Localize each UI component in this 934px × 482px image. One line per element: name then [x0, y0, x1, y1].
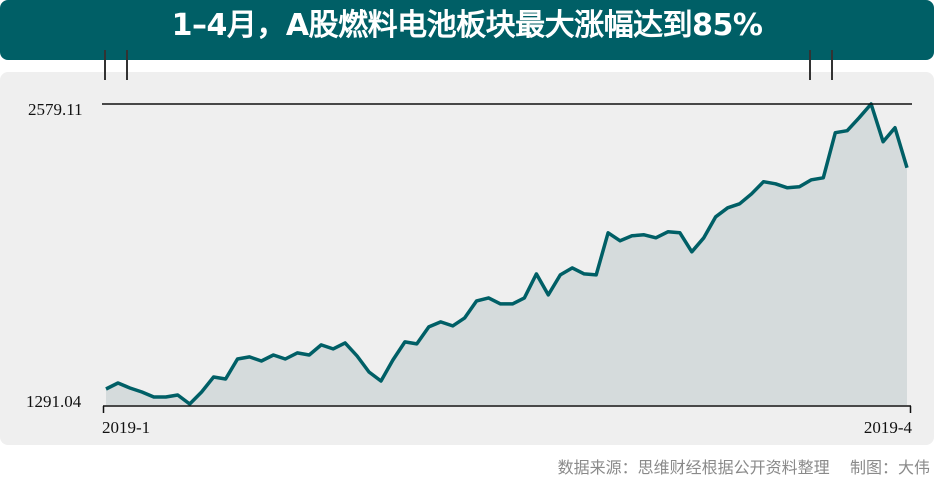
area-fill — [106, 104, 907, 405]
binder-pin — [809, 50, 811, 80]
binder-pin — [831, 50, 833, 80]
title-bar: 1–4月，A股燃料电池板块最大涨幅达到85% — [0, 0, 934, 60]
source-note: 数据来源：思维财经根据公开资料整理 制图：大伟 — [557, 458, 930, 477]
binder-pin — [104, 50, 106, 80]
x-tick-label-end: 2019-4 — [863, 418, 912, 437]
binder-pin — [126, 50, 128, 80]
series-line — [105, 102, 909, 406]
chart-title: 1–4月，A股燃料电池板块最大涨幅达到85% — [171, 8, 763, 43]
x-tick-label-start: 2019-1 — [102, 418, 151, 437]
y-tick-label-max: 2579.11 — [28, 100, 83, 119]
y-tick-label-min: 1291.04 — [26, 392, 82, 411]
